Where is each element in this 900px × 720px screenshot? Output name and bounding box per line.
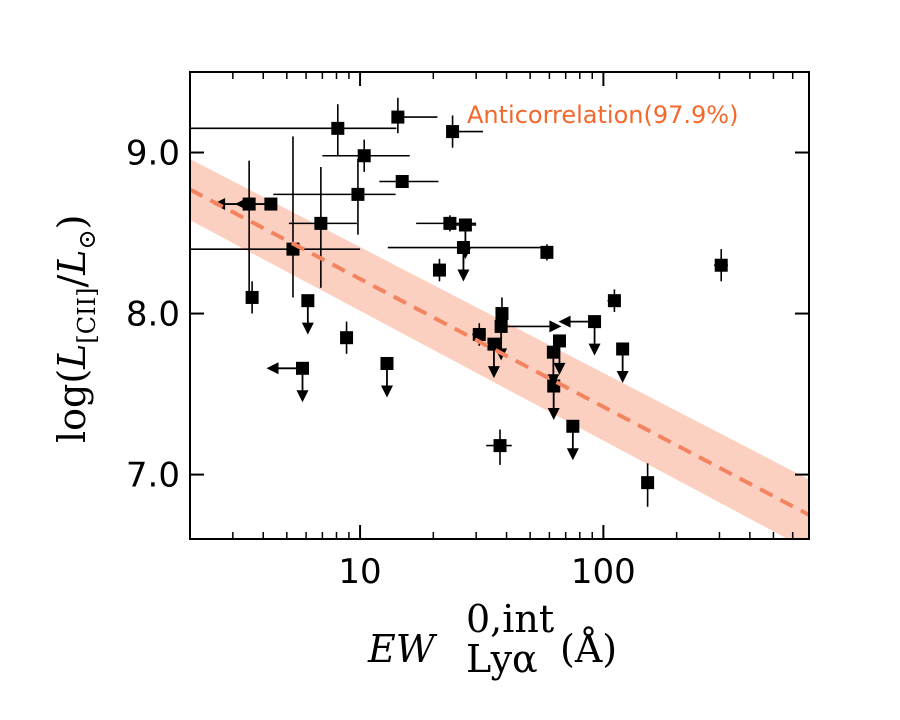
fit-line-layer xyxy=(190,187,809,517)
data-point-1 xyxy=(391,110,405,124)
left-limit-arrow-19 xyxy=(266,362,279,375)
y-label-sub1: [CII] xyxy=(73,288,101,344)
data-point-30 xyxy=(616,342,630,356)
upper-limit-arrow-19 xyxy=(296,390,309,403)
y-label-L2: L xyxy=(50,249,94,275)
data-point-24 xyxy=(493,439,507,453)
data-point-33 xyxy=(714,258,728,272)
data-point-20 xyxy=(472,327,486,341)
right-limit-arrow-22 xyxy=(549,320,562,333)
y-label-prefix: log( xyxy=(50,369,94,443)
y-label-sub2: ⊙ xyxy=(73,229,101,249)
data-point-3 xyxy=(357,149,371,163)
data-point-14 xyxy=(540,245,554,259)
data-point-19 xyxy=(296,361,310,375)
data-point-21 xyxy=(495,307,509,321)
x-tick-label-0: 10 xyxy=(338,552,381,592)
tick-layer: 7.0 8.0 9.0 10 100 xyxy=(126,72,809,592)
data-point-25 xyxy=(552,334,566,348)
data-point-12 xyxy=(456,241,470,255)
data-point-15 xyxy=(245,290,259,304)
upper-limit-arrow-31 xyxy=(566,448,579,461)
data-point-0 xyxy=(331,121,345,135)
y-label-suffix: ) xyxy=(50,215,94,230)
upper-limit-arrow-16 xyxy=(301,322,314,335)
data-point-18 xyxy=(380,356,394,370)
y-label-slash: / xyxy=(50,275,94,288)
annotation-label: Anticorrelation(97.9%) xyxy=(467,101,738,129)
data-point-29 xyxy=(607,294,621,308)
data-point-6 xyxy=(242,197,256,211)
upper-limit-arrow-23 xyxy=(487,366,500,379)
left-limit-arrow-28 xyxy=(558,315,571,328)
data-point-8 xyxy=(314,216,328,230)
x-tick-label-1: 100 xyxy=(571,552,636,592)
data-point-17 xyxy=(340,331,354,345)
data-point-13 xyxy=(432,263,446,277)
fit-line xyxy=(190,187,809,517)
data-point-23 xyxy=(487,337,501,351)
data-point-11 xyxy=(458,218,472,232)
y-tick-label-0: 7.0 xyxy=(126,456,180,496)
data-point-10 xyxy=(443,216,457,230)
y-tick-label-1: 8.0 xyxy=(126,295,180,335)
data-point-31 xyxy=(566,419,580,433)
y-label-L1: L xyxy=(50,344,94,370)
x-axis-label: EW xyxy=(367,627,438,671)
data-point-26 xyxy=(546,345,560,359)
x-label-unit: (Å) xyxy=(560,627,617,671)
x-label-main: EW xyxy=(367,627,438,671)
data-point-4 xyxy=(395,175,409,189)
svg-text:log(L[CII]/L⊙): log(L[CII]/L⊙) xyxy=(50,215,101,443)
marker-layer xyxy=(242,110,728,490)
x-label-superscript: 0,int xyxy=(466,597,554,641)
data-point-5 xyxy=(351,187,365,201)
plot-frame xyxy=(189,71,810,540)
upper-limit-arrow-12 xyxy=(457,269,470,282)
x-label-subscript: Lyα xyxy=(466,637,538,681)
upper-limit-arrow-30 xyxy=(616,370,629,383)
upper-limit-arrow-27 xyxy=(547,408,560,421)
y-axis-label: log(L[CII]/L⊙) xyxy=(50,215,101,443)
upper-limit-arrow-28 xyxy=(588,343,601,356)
data-point-16 xyxy=(301,294,315,308)
data-point-28 xyxy=(588,315,602,329)
upper-limit-arrow-18 xyxy=(380,385,393,398)
data-point-32 xyxy=(641,476,655,490)
data-point-7 xyxy=(264,197,278,211)
y-tick-label-2: 9.0 xyxy=(126,134,180,174)
data-point-2 xyxy=(446,125,460,139)
upper-limit-arrow-25 xyxy=(553,362,566,375)
data-point-22 xyxy=(494,319,508,333)
